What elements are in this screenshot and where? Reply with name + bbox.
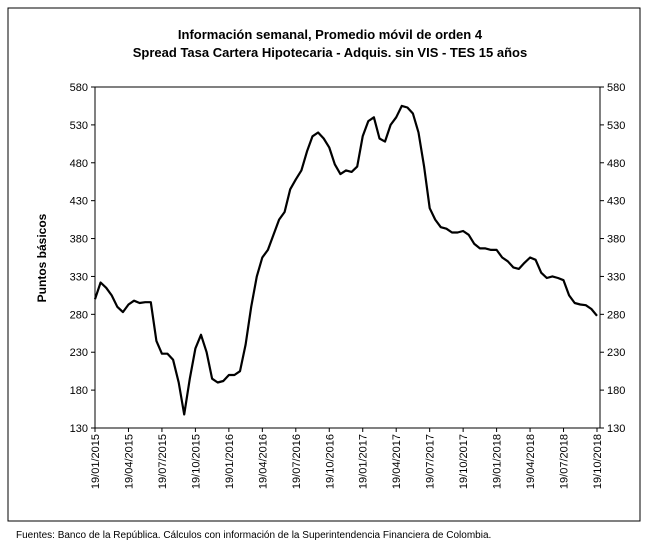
y-tick-label: 580 [70, 82, 88, 94]
x-tick-label: 19/07/2018 [559, 434, 571, 489]
x-tick-label: 19/01/2017 [358, 434, 370, 489]
x-tick-label: 19/07/2016 [291, 434, 303, 489]
x-tick-label: 19/10/2018 [592, 434, 604, 489]
x-tick-label: 19/04/2018 [525, 434, 537, 489]
y-tick-label: 330 [70, 271, 88, 283]
y-tick-label: 380 [70, 234, 88, 246]
y-tick-label: 280 [70, 309, 88, 321]
source-note: Fuentes: Banco de la República. Cálculos… [16, 530, 491, 541]
y2-tick-label: 530 [607, 120, 625, 132]
x-tick-label: 19/04/2015 [123, 434, 135, 489]
y2-tick-label: 580 [607, 82, 625, 94]
y-tick-label: 230 [70, 347, 88, 359]
y-tick-label: 130 [70, 423, 88, 435]
x-tick-label: 19/04/2016 [257, 434, 269, 489]
x-tick-label: 19/10/2017 [458, 434, 470, 489]
x-tick-label: 19/01/2015 [90, 434, 102, 489]
y2-tick-label: 330 [607, 271, 625, 283]
x-tick-label: 19/04/2017 [391, 434, 403, 489]
y-tick-label: 530 [70, 120, 88, 132]
plot-frame [94, 86, 601, 429]
y2-tick-label: 430 [607, 196, 625, 208]
x-tick-label: 19/10/2015 [190, 434, 202, 489]
chart-frame [7, 7, 641, 522]
x-tick-label: 19/07/2015 [157, 434, 169, 489]
y2-tick-label: 380 [607, 234, 625, 246]
y2-tick-label: 230 [607, 347, 625, 359]
y-tick-label: 430 [70, 196, 88, 208]
x-tick-label: 19/01/2016 [224, 434, 236, 489]
x-tick-label: 19/01/2018 [492, 434, 504, 489]
y2-tick-label: 130 [607, 423, 625, 435]
y-tick-label: 480 [70, 158, 88, 170]
x-tick-label: 19/07/2017 [425, 434, 437, 489]
y2-tick-label: 280 [607, 309, 625, 321]
chart-title: Información semanal, Promedio móvil de o… [178, 27, 483, 42]
y2-tick-label: 480 [607, 158, 625, 170]
y2-tick-label: 180 [607, 385, 625, 397]
y-tick-label: 180 [70, 385, 88, 397]
chart-subtitle: Spread Tasa Cartera Hipotecaria - Adquis… [133, 45, 527, 60]
y-axis-label: Puntos básicos [35, 213, 49, 302]
line-series [93, 104, 598, 416]
x-tick-label: 19/10/2016 [324, 434, 336, 489]
